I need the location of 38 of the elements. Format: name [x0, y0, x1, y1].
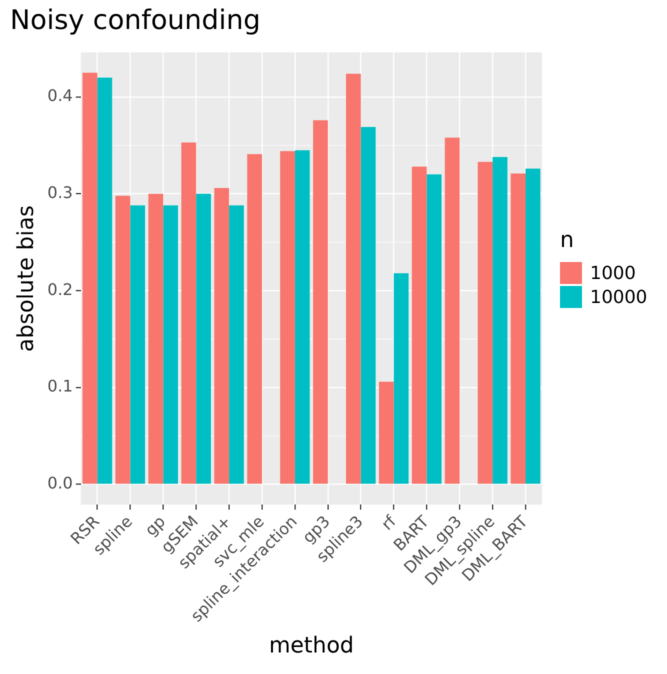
bar	[148, 194, 164, 484]
bar	[130, 205, 146, 484]
legend-label: 10000	[590, 286, 648, 308]
bar	[313, 120, 328, 484]
bar	[280, 151, 295, 484]
chart-title: Noisy confounding	[10, 5, 260, 36]
bar	[214, 188, 230, 484]
bar	[526, 168, 540, 484]
y-axis-title: absolute bias	[14, 205, 39, 352]
bar	[229, 205, 244, 484]
y-tick-label: 0.4	[47, 86, 73, 106]
bar	[82, 72, 98, 484]
bar	[294, 150, 310, 484]
bar	[492, 156, 508, 484]
legend-label: 1000	[590, 262, 636, 284]
x-tick-label: rf	[377, 512, 400, 534]
x-tick-label: gp	[141, 512, 169, 540]
y-tick-label: 0.0	[47, 474, 73, 493]
bar	[115, 196, 130, 484]
bar	[181, 142, 196, 484]
bar	[478, 162, 493, 484]
y-tick-label: 0.3	[47, 182, 73, 202]
bar	[196, 194, 211, 484]
bar	[163, 205, 178, 484]
bar	[394, 273, 409, 484]
bar	[510, 173, 526, 484]
y-tick-label: 0.2	[47, 280, 73, 299]
bar	[444, 138, 460, 484]
x-axis-title: method	[268, 634, 354, 659]
bar	[378, 382, 394, 484]
y-tick-label: 0.1	[47, 376, 73, 396]
bar	[360, 126, 376, 484]
bar	[247, 154, 262, 484]
legend-title: n	[560, 228, 575, 253]
bar	[97, 78, 112, 484]
bar	[346, 74, 361, 484]
bar	[426, 174, 442, 484]
bar	[412, 166, 427, 484]
